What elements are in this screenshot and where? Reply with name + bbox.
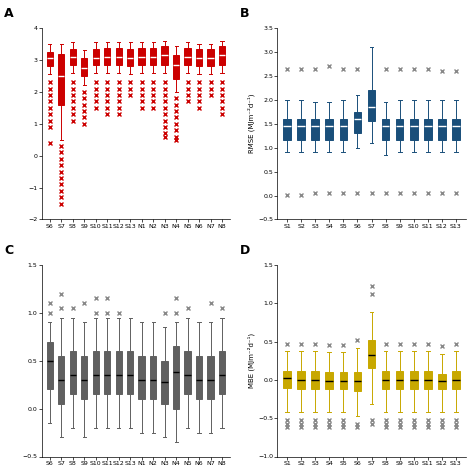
PathPatch shape	[219, 351, 225, 394]
Text: B: B	[240, 7, 249, 20]
PathPatch shape	[58, 54, 64, 105]
PathPatch shape	[283, 119, 291, 140]
PathPatch shape	[424, 119, 432, 140]
PathPatch shape	[297, 119, 305, 140]
PathPatch shape	[92, 351, 99, 394]
PathPatch shape	[424, 371, 432, 389]
PathPatch shape	[283, 371, 291, 388]
Y-axis label: RMSE (MJm⁻²d⁻¹): RMSE (MJm⁻²d⁻¹)	[248, 94, 255, 154]
PathPatch shape	[104, 351, 110, 394]
PathPatch shape	[219, 46, 225, 64]
PathPatch shape	[138, 48, 145, 64]
PathPatch shape	[81, 356, 87, 399]
PathPatch shape	[396, 371, 403, 389]
PathPatch shape	[81, 58, 87, 76]
PathPatch shape	[208, 49, 214, 66]
PathPatch shape	[173, 55, 179, 79]
PathPatch shape	[311, 119, 319, 140]
PathPatch shape	[46, 342, 53, 390]
PathPatch shape	[297, 371, 305, 389]
PathPatch shape	[70, 351, 76, 394]
PathPatch shape	[438, 374, 446, 389]
PathPatch shape	[46, 52, 53, 66]
PathPatch shape	[311, 371, 319, 389]
Y-axis label: MBE (MJm⁻²d⁻¹): MBE (MJm⁻²d⁻¹)	[248, 333, 255, 388]
PathPatch shape	[368, 340, 375, 368]
PathPatch shape	[438, 119, 446, 140]
PathPatch shape	[58, 356, 64, 404]
PathPatch shape	[104, 48, 110, 64]
PathPatch shape	[150, 356, 156, 399]
PathPatch shape	[162, 46, 168, 64]
Text: C: C	[4, 244, 13, 257]
PathPatch shape	[116, 48, 122, 64]
PathPatch shape	[396, 119, 403, 140]
PathPatch shape	[452, 371, 460, 389]
PathPatch shape	[339, 372, 347, 389]
PathPatch shape	[196, 356, 202, 399]
PathPatch shape	[339, 119, 347, 140]
PathPatch shape	[138, 356, 145, 399]
PathPatch shape	[150, 48, 156, 64]
PathPatch shape	[162, 361, 168, 404]
PathPatch shape	[382, 371, 390, 389]
PathPatch shape	[196, 49, 202, 66]
PathPatch shape	[452, 119, 460, 140]
PathPatch shape	[173, 346, 179, 409]
PathPatch shape	[410, 371, 418, 389]
PathPatch shape	[382, 119, 390, 140]
PathPatch shape	[326, 372, 333, 389]
PathPatch shape	[410, 119, 418, 140]
PathPatch shape	[326, 119, 333, 140]
PathPatch shape	[92, 49, 99, 64]
Text: A: A	[4, 7, 14, 20]
PathPatch shape	[368, 90, 375, 121]
PathPatch shape	[354, 112, 361, 133]
PathPatch shape	[127, 351, 133, 394]
PathPatch shape	[184, 48, 191, 64]
PathPatch shape	[70, 49, 76, 64]
PathPatch shape	[208, 356, 214, 399]
Text: D: D	[240, 244, 250, 257]
PathPatch shape	[184, 351, 191, 394]
PathPatch shape	[354, 372, 361, 392]
PathPatch shape	[116, 351, 122, 394]
PathPatch shape	[127, 49, 133, 66]
